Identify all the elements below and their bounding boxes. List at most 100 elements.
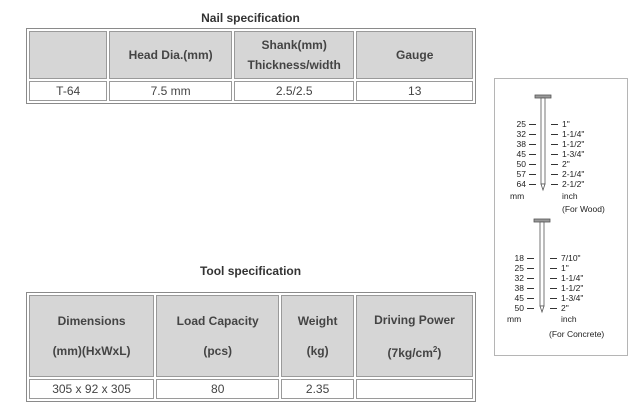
concrete-tick-right — [550, 298, 557, 299]
nail-spec-head-dia: 7.5 mm — [109, 81, 232, 101]
wood-mm-45: 45 — [516, 149, 526, 159]
tool-spec-header-weight-unit: (kg) — [306, 344, 329, 358]
wood-inch-1-1-2: 1-1/2" — [562, 139, 585, 149]
tool-spec-header-row: Dimensions (mm)(HxWxL) Load Capacity (pc… — [29, 295, 473, 377]
wood-mm-label: mm — [510, 191, 525, 201]
tool-spec-header-weight-label: Weight — [297, 314, 338, 328]
concrete-tick-right — [550, 278, 557, 279]
tool-spec-row: 305 x 92 x 305 80 2.35 — [29, 379, 473, 399]
concrete-tick-right — [550, 288, 557, 289]
concrete-note: (For Concrete) — [549, 329, 605, 339]
concrete-tick-right — [550, 268, 557, 269]
wood-tick-left — [529, 184, 536, 185]
tool-spec-header-dimensions: Dimensions (mm)(HxWxL) — [29, 295, 155, 377]
concrete-tick-left — [527, 288, 534, 289]
wood-tick-right — [551, 154, 558, 155]
tool-spec-title: Tool specification — [199, 264, 302, 278]
nail-spec-header-shank-line1: Shank(mm) — [261, 38, 327, 52]
concrete-tick-left — [527, 258, 534, 259]
tool-spec-power — [355, 379, 473, 399]
nail-spec-row: T-64 7.5 mm 2.5/2.5 13 — [29, 81, 473, 101]
concrete-tick-left — [527, 268, 534, 269]
nail-spec-title: Nail specification — [201, 11, 300, 25]
wood-tick-left — [529, 124, 536, 125]
concrete-mm-50: 50 — [514, 303, 524, 313]
nail-drawings — [533, 94, 552, 314]
wood-tick-left — [529, 154, 536, 155]
tool-spec-header-power-unit: (7kg/cm2) — [387, 344, 442, 360]
concrete-mm-label: mm — [507, 314, 522, 324]
concrete-inch-1: 1" — [561, 263, 569, 273]
wood-tick-left — [529, 164, 536, 165]
concrete-mm-32: 32 — [514, 273, 524, 283]
concrete-nail-head — [533, 218, 551, 223]
wood-nail-shank — [540, 97, 546, 185]
concrete-inch-1-1-4: 1-1/4" — [561, 273, 584, 283]
nail-spec-shank: 2.5/2.5 — [233, 81, 355, 101]
wood-inch-1: 1" — [562, 119, 570, 129]
wood-note: (For Wood) — [562, 204, 605, 214]
nail-spec-header-blank — [29, 31, 108, 79]
nail-length-diagram: 25 32 38 45 50 57 64 1" 1-1/4" 1-1/2" 1-… — [494, 78, 628, 356]
tool-spec-weight: 2.35 — [281, 379, 354, 399]
concrete-tick-left — [527, 298, 534, 299]
wood-tick-right — [551, 174, 558, 175]
tool-spec-header-power-unit-close: ) — [437, 345, 442, 360]
concrete-inch-7-10: 7/10" — [561, 253, 581, 263]
wood-tick-right — [551, 124, 558, 125]
nail-spec-header-shank-line2: Thickness/width — [247, 58, 341, 72]
tool-spec-header-power-unit-text: (7kg/cm — [387, 345, 433, 360]
tool-spec-header-load-unit: (pcs) — [203, 344, 233, 358]
concrete-mm-45: 45 — [514, 293, 524, 303]
concrete-tick-left — [527, 308, 534, 309]
tool-spec-table: Dimensions (mm)(HxWxL) Load Capacity (pc… — [26, 292, 476, 402]
wood-mm-38: 38 — [516, 139, 526, 149]
nail-spec-header-head-dia: Head Dia.(mm) — [109, 31, 232, 79]
concrete-tick-right — [550, 308, 557, 309]
wood-tick-right — [551, 164, 558, 165]
tool-spec-header-dimensions-label: Dimensions — [57, 314, 126, 328]
concrete-inch-label: inch — [561, 314, 577, 324]
concrete-inch-2: 2" — [561, 303, 569, 313]
nail-spec-gauge: 13 — [356, 81, 473, 101]
wood-inch-2: 2" — [562, 159, 570, 169]
concrete-inch-1-3-4: 1-3/4" — [561, 293, 584, 303]
wood-mm-50: 50 — [516, 159, 526, 169]
tool-spec-header-dimensions-unit: (mm)(HxWxL) — [52, 344, 131, 358]
wood-mm-32: 32 — [516, 129, 526, 139]
nail-spec-header-row: Head Dia.(mm) Shank(mm) Thickness/width … — [29, 31, 473, 79]
wood-mm-64: 64 — [516, 179, 526, 189]
concrete-tick-right — [550, 258, 557, 259]
tool-spec-load: 80 — [156, 379, 280, 399]
wood-inch-2-1-4: 2-1/4" — [562, 169, 585, 179]
nail-spec-model: T-64 — [29, 81, 108, 101]
concrete-mm-18: 18 — [514, 253, 524, 263]
wood-nail-tip — [540, 183, 546, 192]
nail-spec-header-gauge: Gauge — [356, 31, 473, 79]
wood-tick-left — [529, 174, 536, 175]
wood-tick-right — [551, 134, 558, 135]
wood-inch-1-1-4: 1-1/4" — [562, 129, 585, 139]
tool-spec-header-power-label: Driving Power — [374, 312, 455, 327]
concrete-mm-38: 38 — [514, 283, 524, 293]
tool-spec-header-weight: Weight (kg) — [281, 295, 354, 377]
wood-inch-1-3-4: 1-3/4" — [562, 149, 585, 159]
nail-spec-table: Head Dia.(mm) Shank(mm) Thickness/width … — [26, 28, 476, 104]
tool-spec-header-load: Load Capacity (pcs) — [156, 295, 280, 377]
wood-tick-right — [551, 184, 558, 185]
concrete-nail-tip — [539, 305, 545, 314]
concrete-mm-25: 25 — [514, 263, 524, 273]
nail-spec-header-shank: Shank(mm) Thickness/width — [233, 31, 355, 79]
concrete-nail-shank — [539, 221, 545, 307]
wood-tick-right — [551, 144, 558, 145]
concrete-inch-1-1-2: 1-1/2" — [561, 283, 584, 293]
tool-spec-dimensions: 305 x 92 x 305 — [29, 379, 155, 399]
wood-mm-57: 57 — [516, 169, 526, 179]
tool-spec-header-power: Driving Power (7kg/cm2) — [355, 295, 473, 377]
wood-mm-25: 25 — [516, 119, 526, 129]
wood-inch-label: inch — [562, 191, 578, 201]
wood-tick-left — [529, 144, 536, 145]
tool-spec-header-power-unit-sup: 2 — [432, 344, 438, 354]
concrete-tick-left — [527, 278, 534, 279]
tool-spec-header-load-label: Load Capacity — [176, 314, 259, 328]
